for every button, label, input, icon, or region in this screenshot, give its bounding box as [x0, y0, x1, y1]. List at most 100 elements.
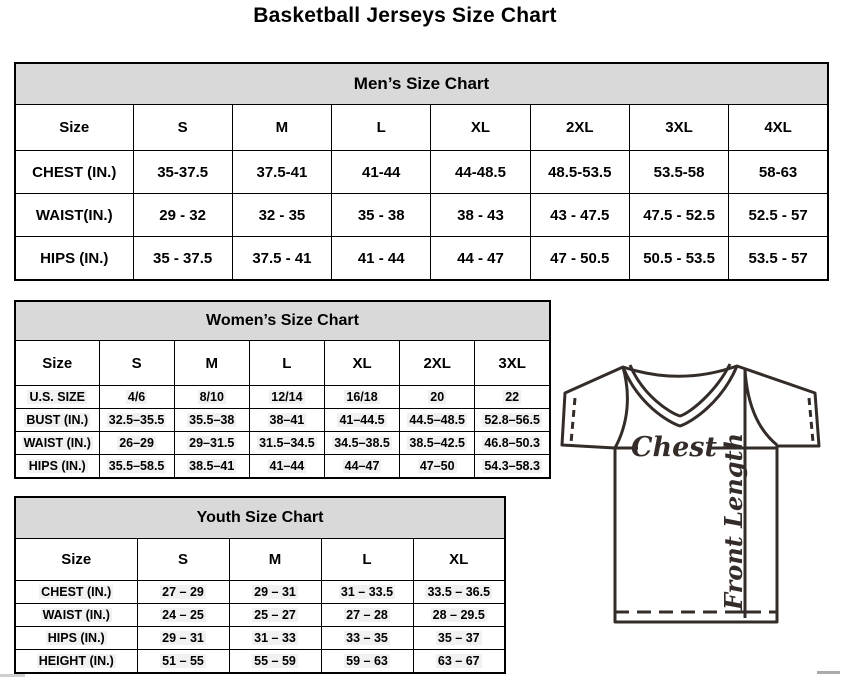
column-header: M	[228, 538, 322, 581]
size-value-cell: 44 - 47	[430, 236, 531, 281]
jersey-outline	[560, 364, 821, 624]
table-row: HEIGHT (IN.) 51 – 55 55 – 59 59 – 63 63 – 67	[14, 649, 506, 674]
page-title: Basketball Jerseys Size Chart	[253, 4, 557, 27]
row-label: CHEST (IN.)	[14, 580, 138, 604]
table-row: WAIST (IN.) 24 – 25 25 – 27 27 – 28 28 – 29.…	[14, 603, 506, 627]
column-header: 3XL	[474, 340, 551, 386]
table-row: CHEST (IN.) 35-37.5 37.5-41 41-44 44-48.5 48.…	[14, 150, 829, 194]
size-value-cell: 44.5–48.5	[399, 408, 476, 432]
size-value-cell: 38–41	[248, 408, 325, 432]
size-value-cell: 59 – 63	[320, 649, 414, 674]
table-row: BUST (IN.) 32.5–35.5 35.5–38 38–41 41–44.5 44…	[14, 408, 551, 432]
size-value-cell: 4/6	[98, 385, 175, 409]
size-value-cell: 53.5 - 57	[728, 236, 829, 281]
collar-inner-v	[628, 363, 732, 418]
size-value-cell: 44-48.5	[430, 150, 531, 194]
column-header: M	[173, 340, 250, 386]
size-value-cell: 52.5 - 57	[728, 193, 829, 237]
front-length-label: Front Length	[719, 433, 748, 611]
size-value-cell: 31 – 33	[228, 626, 322, 650]
right-cuff-stitch-line	[807, 397, 815, 443]
size-value-cell: 33.5 – 36.5	[412, 580, 506, 604]
row-label: HIPS (IN.)	[14, 454, 100, 479]
scrollbar-fragment-right[interactable]	[817, 671, 840, 674]
size-value-cell: 32.5–35.5	[98, 408, 175, 432]
table-row: HIPS (IN.) 35 - 37.5 37.5 - 41 41 - 44 44 - …	[14, 236, 829, 281]
column-header: XL	[430, 104, 531, 151]
size-value-cell: 38.5–41	[173, 454, 250, 479]
size-value-cell: 27 – 29	[136, 580, 230, 604]
left-cuff-stitch-line	[569, 397, 577, 444]
size-value-cell: 63 – 67	[412, 649, 506, 674]
size-value-cell: 51 – 55	[136, 649, 230, 674]
size-value-cell: 29 – 31	[228, 580, 322, 604]
table-row: HIPS (IN.) 29 – 31 31 – 33 33 – 35 35 – 37	[14, 626, 506, 650]
row-label: U.S. SIZE	[14, 385, 100, 409]
size-value-cell: 50.5 - 53.5	[628, 236, 730, 281]
size-value-cell: 34.5–38.5	[323, 431, 401, 455]
row-label: HIPS (IN.)	[14, 626, 138, 650]
size-value-cell: 32 - 35	[231, 193, 333, 237]
left-armhole-seam	[613, 366, 629, 449]
column-header: L	[248, 340, 325, 386]
column-header: 2XL	[399, 340, 476, 386]
size-value-cell: 35 – 37	[412, 626, 506, 650]
size-value-cell: 25 – 27	[228, 603, 322, 627]
collar-outer-v	[621, 365, 739, 428]
size-value-cell: 33 – 35	[320, 626, 414, 650]
size-value-cell: 35 - 38	[331, 193, 432, 237]
womens-size-table: Women’s Size Chart Size S M L XL 2XL 3XL U.S. SI…	[14, 300, 551, 479]
size-value-cell: 47.5 - 52.5	[628, 193, 730, 237]
size-value-cell: 47–50	[399, 454, 476, 479]
column-header: S	[98, 340, 175, 386]
column-header: Size	[14, 104, 134, 151]
row-label: HEIGHT (IN.)	[14, 649, 138, 674]
row-label: WAIST (IN.)	[14, 603, 138, 627]
mens-table-grid: Men’s Size Chart Size S M L XL 2XL 3XL 4XL CHEST …	[14, 62, 829, 281]
size-value-cell: 35 - 37.5	[132, 236, 233, 281]
column-header: Size	[14, 340, 100, 386]
column-header: S	[136, 538, 230, 581]
column-header: 2XL	[529, 104, 630, 151]
size-value-cell: 24 – 25	[136, 603, 230, 627]
size-value-cell: 16/18	[323, 385, 401, 409]
row-label: WAIST(IN.)	[14, 193, 134, 237]
row-label: BUST (IN.)	[14, 408, 100, 432]
scrollbar-fragment-left[interactable]	[0, 674, 25, 677]
size-value-cell: 31 – 33.5	[320, 580, 414, 604]
size-value-cell: 38.5–42.5	[399, 431, 476, 455]
column-header: 4XL	[728, 104, 829, 151]
column-header: Size	[14, 538, 138, 581]
row-label: WAIST (IN.)	[14, 431, 100, 455]
size-value-cell: 44–47	[323, 454, 401, 479]
size-value-cell: 41-44	[331, 150, 432, 194]
table-caption: Women’s Size Chart	[14, 300, 551, 341]
size-value-cell: 54.3–58.3	[474, 454, 551, 479]
row-label: CHEST (IN.)	[14, 150, 134, 194]
table-row: WAIST (IN.) 26–29 29–31.5 31.5–34.5 34.5–38.…	[14, 431, 551, 455]
size-value-cell: 26–29	[98, 431, 175, 455]
mens-size-table: Men’s Size Chart Size S M L XL 2XL 3XL 4XL CHEST …	[14, 62, 829, 281]
column-header: 3XL	[628, 104, 730, 151]
size-value-cell: 43 - 47.5	[529, 193, 630, 237]
size-value-cell: 8/10	[173, 385, 250, 409]
column-header: L	[320, 538, 414, 581]
column-header: XL	[412, 538, 506, 581]
size-value-cell: 46.8–50.3	[474, 431, 551, 455]
column-header: M	[231, 104, 333, 151]
size-value-cell: 35-37.5	[132, 150, 233, 194]
column-header: L	[331, 104, 432, 151]
table-row: U.S. SIZE 4/6 8/10 12/14 16/18 20 22	[14, 385, 551, 409]
size-value-cell: 58-63	[728, 150, 829, 194]
size-value-cell: 48.5-53.5	[529, 150, 630, 194]
size-value-cell: 47 - 50.5	[529, 236, 630, 281]
right-armhole-seam	[743, 369, 778, 447]
jersey-diagram: Chest Front Length	[560, 363, 821, 624]
size-value-cell: 20	[399, 385, 476, 409]
size-value-cell: 29 - 32	[132, 193, 233, 237]
table-row: CHEST (IN.) 27 – 29 29 – 31 31 – 33.5 33.5 –…	[14, 580, 506, 604]
womens-table-grid: Women’s Size Chart Size S M L XL 2XL 3XL U.S. SI…	[14, 300, 551, 479]
size-value-cell: 31.5–34.5	[248, 431, 325, 455]
row-label: HIPS (IN.)	[14, 236, 134, 281]
size-value-cell: 35.5–58.5	[98, 454, 175, 479]
